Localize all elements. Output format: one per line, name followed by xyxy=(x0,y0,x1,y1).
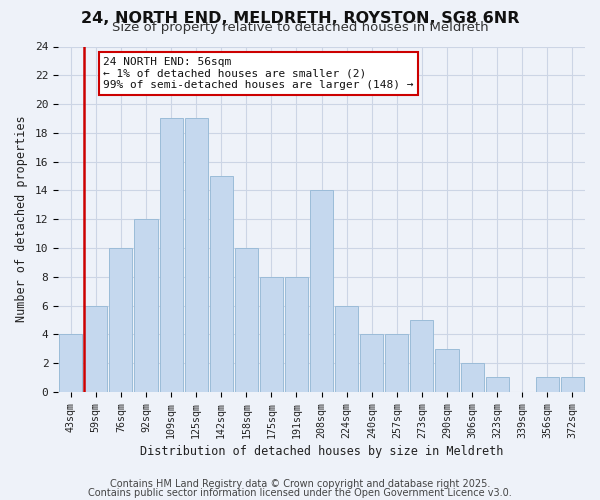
Bar xyxy=(360,334,383,392)
Bar xyxy=(209,176,233,392)
Bar xyxy=(335,306,358,392)
Bar xyxy=(84,306,107,392)
Bar xyxy=(561,378,584,392)
Bar xyxy=(461,363,484,392)
Bar xyxy=(385,334,409,392)
Bar xyxy=(134,219,158,392)
Y-axis label: Number of detached properties: Number of detached properties xyxy=(15,116,28,322)
Text: Contains HM Land Registry data © Crown copyright and database right 2025.: Contains HM Land Registry data © Crown c… xyxy=(110,479,490,489)
Text: Contains public sector information licensed under the Open Government Licence v3: Contains public sector information licen… xyxy=(88,488,512,498)
Bar xyxy=(485,378,509,392)
Bar xyxy=(235,248,258,392)
Bar xyxy=(285,276,308,392)
Bar xyxy=(160,118,182,392)
Bar xyxy=(310,190,333,392)
X-axis label: Distribution of detached houses by size in Meldreth: Distribution of detached houses by size … xyxy=(140,444,503,458)
Bar xyxy=(59,334,82,392)
Bar xyxy=(536,378,559,392)
Bar xyxy=(410,320,433,392)
Bar xyxy=(109,248,133,392)
Bar xyxy=(436,348,458,392)
Text: Size of property relative to detached houses in Meldreth: Size of property relative to detached ho… xyxy=(112,22,488,35)
Bar xyxy=(260,276,283,392)
Text: 24, NORTH END, MELDRETH, ROYSTON, SG8 6NR: 24, NORTH END, MELDRETH, ROYSTON, SG8 6N… xyxy=(81,11,519,26)
Text: 24 NORTH END: 56sqm
← 1% of detached houses are smaller (2)
99% of semi-detached: 24 NORTH END: 56sqm ← 1% of detached hou… xyxy=(103,57,413,90)
Bar xyxy=(185,118,208,392)
